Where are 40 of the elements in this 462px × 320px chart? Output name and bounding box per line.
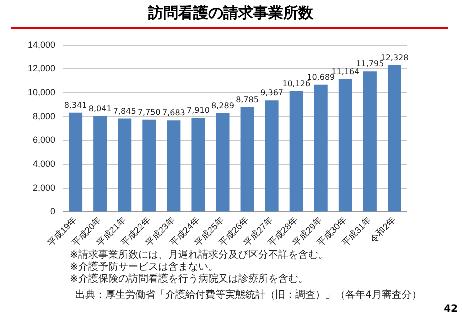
bar bbox=[388, 65, 402, 212]
y-tick-label: 14,000 bbox=[28, 40, 56, 50]
data-label: 7,683 bbox=[162, 108, 186, 118]
text: ※介護保険の訪問看護を行う病院又は診療所を含む。 bbox=[70, 274, 310, 286]
data-label: 8,289 bbox=[212, 102, 234, 111]
y-tick-label: 8,000 bbox=[32, 111, 56, 122]
bar bbox=[118, 118, 132, 212]
bar bbox=[142, 120, 156, 212]
chart-title: 訪問看護の請求事業所数 bbox=[147, 4, 314, 23]
data-label: 8,785 bbox=[236, 96, 259, 105]
source-note: 出典：厚生労働省「介護給付費等実態統計（旧：調査）」（各年4月審査分） bbox=[76, 288, 422, 302]
data-label: 12,328 bbox=[380, 53, 409, 62]
text: 42 bbox=[444, 304, 458, 315]
bar bbox=[290, 92, 304, 212]
data-label: 10,126 bbox=[282, 80, 311, 89]
bar bbox=[167, 120, 181, 212]
y-tick-label: 4,000 bbox=[32, 159, 56, 170]
y-tick-label: 0 bbox=[50, 206, 56, 217]
data-label: 11,795 bbox=[356, 60, 384, 69]
bar bbox=[94, 116, 108, 212]
data-label: 8,041 bbox=[88, 104, 112, 114]
text: ※介護予防サービスは含まない。 bbox=[70, 262, 220, 274]
y-tick-label: 12,000 bbox=[28, 64, 56, 74]
data-label: 9,367 bbox=[260, 88, 284, 98]
text: ※請求事業所数には、月遅れ請求分及び区分不詳を含む。 bbox=[70, 250, 328, 262]
y-tick-label: 10,000 bbox=[28, 88, 56, 98]
data-label: 7,910 bbox=[187, 106, 210, 116]
bar bbox=[314, 84, 328, 212]
bar bbox=[216, 113, 230, 212]
bar bbox=[240, 108, 254, 212]
bar bbox=[192, 118, 206, 212]
data-label: 8,341 bbox=[64, 100, 88, 110]
bar bbox=[363, 72, 377, 212]
data-label: 7,845 bbox=[113, 106, 136, 116]
bar bbox=[265, 100, 279, 212]
data-label: 7,750 bbox=[138, 108, 161, 117]
bar bbox=[338, 79, 352, 212]
y-tick-label: 6,000 bbox=[32, 135, 56, 146]
y-tick-label: 2,000 bbox=[32, 182, 56, 193]
bar bbox=[69, 112, 83, 212]
